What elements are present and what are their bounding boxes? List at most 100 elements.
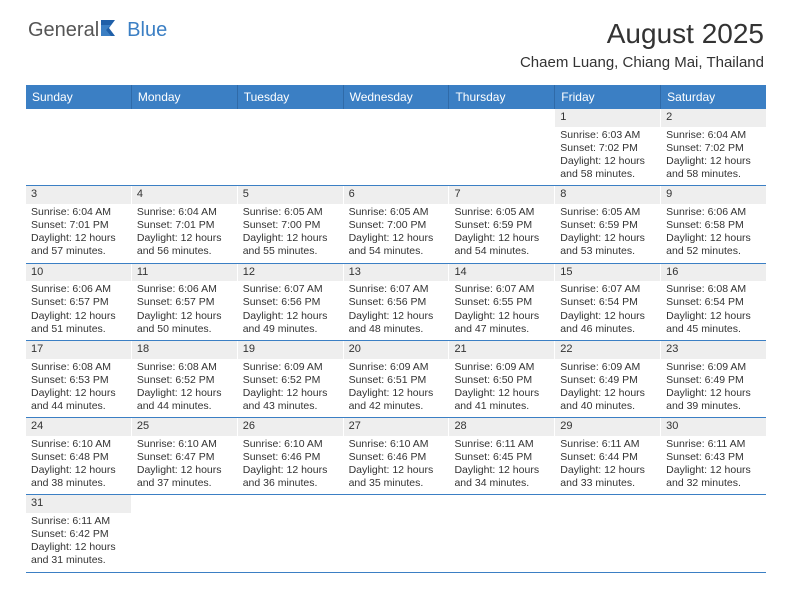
calendar-cell: [132, 495, 238, 571]
sunrise-line: Sunrise: 6:11 AM: [454, 438, 549, 451]
daylight-line: Daylight: 12 hours and 45 minutes.: [666, 310, 761, 336]
calendar-cell: 5Sunrise: 6:05 AMSunset: 7:00 PMDaylight…: [238, 186, 344, 262]
sunset-line: Sunset: 6:48 PM: [31, 451, 126, 464]
calendar-cell: [344, 495, 450, 571]
sunset-line: Sunset: 6:58 PM: [666, 219, 761, 232]
daylight-line: Daylight: 12 hours and 40 minutes.: [560, 387, 655, 413]
daylight-line: Daylight: 12 hours and 55 minutes.: [243, 232, 338, 258]
calendar-cell: 23Sunrise: 6:09 AMSunset: 6:49 PMDayligh…: [661, 341, 766, 417]
calendar-cell: 7Sunrise: 6:05 AMSunset: 6:59 PMDaylight…: [449, 186, 555, 262]
calendar-cell: 27Sunrise: 6:10 AMSunset: 6:46 PMDayligh…: [344, 418, 450, 494]
day-header-cell: Friday: [555, 85, 661, 109]
daylight-line: Daylight: 12 hours and 34 minutes.: [454, 464, 549, 490]
day-number: 22: [555, 341, 660, 359]
day-details: Sunrise: 6:10 AMSunset: 6:46 PMDaylight:…: [238, 436, 343, 495]
day-header-cell: Wednesday: [344, 85, 450, 109]
day-header-cell: Saturday: [661, 85, 766, 109]
day-details: Sunrise: 6:06 AMSunset: 6:57 PMDaylight:…: [26, 281, 131, 340]
sunrise-line: Sunrise: 6:04 AM: [666, 129, 761, 142]
logo-text-blue: Blue: [127, 19, 167, 42]
daylight-line: Daylight: 12 hours and 51 minutes.: [31, 310, 126, 336]
calendar-cell: 13Sunrise: 6:07 AMSunset: 6:56 PMDayligh…: [344, 264, 450, 340]
day-details: Sunrise: 6:04 AMSunset: 7:02 PMDaylight:…: [661, 127, 766, 186]
calendar-week: 3Sunrise: 6:04 AMSunset: 7:01 PMDaylight…: [26, 186, 766, 263]
sunset-line: Sunset: 6:56 PM: [349, 296, 444, 309]
sunset-line: Sunset: 6:52 PM: [137, 374, 232, 387]
calendar-cell: 6Sunrise: 6:05 AMSunset: 7:00 PMDaylight…: [344, 186, 450, 262]
logo: General Blue: [28, 18, 167, 43]
calendar-cell: 24Sunrise: 6:10 AMSunset: 6:48 PMDayligh…: [26, 418, 132, 494]
calendar-cell: 18Sunrise: 6:08 AMSunset: 6:52 PMDayligh…: [132, 341, 238, 417]
sunrise-line: Sunrise: 6:06 AM: [31, 283, 126, 296]
daylight-line: Daylight: 12 hours and 38 minutes.: [31, 464, 126, 490]
sunrise-line: Sunrise: 6:05 AM: [560, 206, 655, 219]
calendar-cell: 15Sunrise: 6:07 AMSunset: 6:54 PMDayligh…: [555, 264, 661, 340]
sunset-line: Sunset: 6:54 PM: [560, 296, 655, 309]
header: General Blue August 2025 Chaem Luang, Ch…: [0, 0, 792, 79]
calendar-cell: 3Sunrise: 6:04 AMSunset: 7:01 PMDaylight…: [26, 186, 132, 262]
daylight-line: Daylight: 12 hours and 49 minutes.: [243, 310, 338, 336]
day-number: 15: [555, 264, 660, 282]
day-number: 7: [449, 186, 554, 204]
day-number: 18: [132, 341, 237, 359]
calendar-cell: 28Sunrise: 6:11 AMSunset: 6:45 PMDayligh…: [449, 418, 555, 494]
day-number: 10: [26, 264, 131, 282]
daylight-line: Daylight: 12 hours and 42 minutes.: [349, 387, 444, 413]
calendar-cell: 22Sunrise: 6:09 AMSunset: 6:49 PMDayligh…: [555, 341, 661, 417]
day-header-cell: Sunday: [26, 85, 132, 109]
daylight-line: Daylight: 12 hours and 58 minutes.: [666, 155, 761, 181]
day-number: 26: [238, 418, 343, 436]
calendar-cell: [555, 495, 661, 571]
sunrise-line: Sunrise: 6:06 AM: [666, 206, 761, 219]
daylight-line: Daylight: 12 hours and 56 minutes.: [137, 232, 232, 258]
calendar-week: 24Sunrise: 6:10 AMSunset: 6:48 PMDayligh…: [26, 418, 766, 495]
calendar-cell: [238, 495, 344, 571]
sunset-line: Sunset: 6:43 PM: [666, 451, 761, 464]
daylight-line: Daylight: 12 hours and 46 minutes.: [560, 310, 655, 336]
day-number: 28: [449, 418, 554, 436]
daylight-line: Daylight: 12 hours and 41 minutes.: [454, 387, 549, 413]
sunrise-line: Sunrise: 6:05 AM: [349, 206, 444, 219]
day-details: Sunrise: 6:05 AMSunset: 7:00 PMDaylight:…: [238, 204, 343, 263]
calendar-cell: [132, 109, 238, 185]
sunset-line: Sunset: 6:46 PM: [243, 451, 338, 464]
sunset-line: Sunset: 6:49 PM: [560, 374, 655, 387]
sunset-line: Sunset: 6:44 PM: [560, 451, 655, 464]
sunrise-line: Sunrise: 6:10 AM: [137, 438, 232, 451]
day-number: 12: [238, 264, 343, 282]
sunset-line: Sunset: 6:54 PM: [666, 296, 761, 309]
sunset-line: Sunset: 6:57 PM: [31, 296, 126, 309]
sunrise-line: Sunrise: 6:10 AM: [243, 438, 338, 451]
day-number: 27: [344, 418, 449, 436]
sunrise-line: Sunrise: 6:03 AM: [560, 129, 655, 142]
day-number: 19: [238, 341, 343, 359]
calendar-cell: 4Sunrise: 6:04 AMSunset: 7:01 PMDaylight…: [132, 186, 238, 262]
sunset-line: Sunset: 6:46 PM: [349, 451, 444, 464]
sunrise-line: Sunrise: 6:08 AM: [666, 283, 761, 296]
calendar-cell: 12Sunrise: 6:07 AMSunset: 6:56 PMDayligh…: [238, 264, 344, 340]
sunset-line: Sunset: 6:47 PM: [137, 451, 232, 464]
calendar-week: 10Sunrise: 6:06 AMSunset: 6:57 PMDayligh…: [26, 264, 766, 341]
day-details: Sunrise: 6:09 AMSunset: 6:49 PMDaylight:…: [661, 359, 766, 418]
calendar-cell: 1Sunrise: 6:03 AMSunset: 7:02 PMDaylight…: [555, 109, 661, 185]
day-details: Sunrise: 6:04 AMSunset: 7:01 PMDaylight:…: [132, 204, 237, 263]
day-details: Sunrise: 6:09 AMSunset: 6:52 PMDaylight:…: [238, 359, 343, 418]
sunrise-line: Sunrise: 6:08 AM: [31, 361, 126, 374]
sunset-line: Sunset: 7:02 PM: [666, 142, 761, 155]
day-details: Sunrise: 6:08 AMSunset: 6:54 PMDaylight:…: [661, 281, 766, 340]
sunset-line: Sunset: 6:56 PM: [243, 296, 338, 309]
day-details: Sunrise: 6:11 AMSunset: 6:45 PMDaylight:…: [449, 436, 554, 495]
sunrise-line: Sunrise: 6:07 AM: [560, 283, 655, 296]
day-details: Sunrise: 6:10 AMSunset: 6:47 PMDaylight:…: [132, 436, 237, 495]
day-header-cell: Thursday: [449, 85, 555, 109]
calendar-body: 1Sunrise: 6:03 AMSunset: 7:02 PMDaylight…: [26, 109, 766, 573]
sunset-line: Sunset: 6:49 PM: [666, 374, 761, 387]
day-header-cell: Tuesday: [238, 85, 344, 109]
calendar-cell: 14Sunrise: 6:07 AMSunset: 6:55 PMDayligh…: [449, 264, 555, 340]
day-details: Sunrise: 6:05 AMSunset: 6:59 PMDaylight:…: [555, 204, 660, 263]
day-details: Sunrise: 6:09 AMSunset: 6:51 PMDaylight:…: [344, 359, 449, 418]
daylight-line: Daylight: 12 hours and 58 minutes.: [560, 155, 655, 181]
day-details: Sunrise: 6:07 AMSunset: 6:56 PMDaylight:…: [238, 281, 343, 340]
logo-text-general: General: [28, 19, 99, 42]
calendar-week: 31Sunrise: 6:11 AMSunset: 6:42 PMDayligh…: [26, 495, 766, 572]
